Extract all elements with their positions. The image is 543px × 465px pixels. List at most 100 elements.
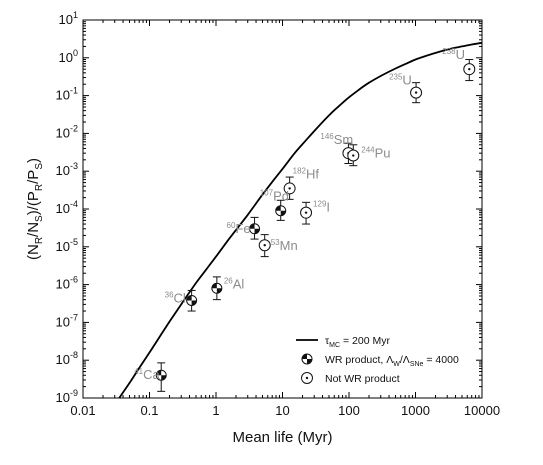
isotope-label-107pd: 107Pd (260, 189, 289, 204)
isotope-symbol: I (326, 200, 330, 215)
legend-label-curve: τMC = 200 Myr (325, 335, 390, 349)
y-tick-label: 10-8 (56, 350, 78, 367)
x-tick-label: 0.1 (140, 403, 158, 418)
isotope-mass-number: 129 (313, 200, 327, 209)
y-tick-exponent: -8 (70, 350, 78, 360)
data-point-238u-dot (468, 67, 471, 71)
y-tick-label: 10-5 (56, 237, 78, 254)
y-tick-exponent: -4 (70, 199, 78, 209)
y-axis-title-part: )/(P (25, 191, 42, 215)
isotope-label-182hf: 182Hf (293, 166, 320, 181)
isotope-label-238u: 238U (442, 47, 465, 62)
y-tick-base: 10 (56, 352, 70, 367)
legend: τMC = 200 Myr WR product, ΛW/ΛSNe = 4000 N… (296, 335, 459, 385)
y-axis-title-part: (N (25, 244, 42, 260)
x-tick-label: 1000 (401, 403, 430, 418)
y-tick-exponent: -2 (70, 123, 78, 133)
y-tick-label: 10-4 (56, 199, 78, 216)
data-point-244pu-dot (352, 154, 355, 157)
model-curve-line (118, 41, 483, 399)
legend-tau: τ (325, 335, 330, 347)
isotope-mass-number: 238 (442, 47, 456, 56)
legend-label-notwr: Not WR product (325, 373, 400, 385)
data-point-36cl-fill-b (191, 300, 197, 306)
y-tick-label: 10-1 (56, 86, 78, 103)
legend-wr-marker-fill-b (307, 359, 312, 364)
data-point-107pd-fill-b (280, 210, 286, 216)
y-tick-label: 101 (59, 10, 78, 27)
isotope-symbol: Al (233, 276, 245, 291)
x-tick-label: 1 (212, 403, 219, 418)
isotope-symbol: Mn (280, 238, 298, 253)
data-point-60fe-fill-a (249, 223, 255, 229)
y-tick-label: 100 (59, 48, 78, 65)
legend-curve-rest: = 200 Myr (340, 335, 390, 347)
y-tick-exponent: -5 (70, 237, 78, 247)
y-axis-title-subscript: R (34, 237, 45, 244)
data-point-36cl-fill-a (186, 295, 192, 301)
y-axis-title-subscript: S (34, 163, 45, 170)
model-curve-layer (118, 41, 483, 399)
y-axis-title-part: /N (25, 222, 42, 237)
isotope-symbol: Hf (306, 166, 319, 181)
y-tick-base: 10 (59, 50, 73, 65)
isotope-mass-number: 244 (361, 146, 375, 155)
x-axis-title: Mean life (Myr) (232, 429, 332, 446)
y-tick-base: 10 (56, 239, 70, 254)
y-axis-title: (NR/NS)/(PR/PS) (25, 158, 45, 260)
y-tick-base: 10 (56, 163, 70, 178)
isotope-mass-number: 107 (260, 189, 274, 198)
y-tick-label: 10-6 (56, 275, 78, 292)
isotope-label-244pu: 244Pu (361, 146, 390, 161)
legend-wr-sub1: W (393, 361, 400, 368)
isotope-label-36cl: 36Cl (165, 290, 186, 305)
legend-wr-sub2: SNe (410, 361, 424, 368)
y-tick-exponent: -7 (70, 312, 78, 322)
isotope-mass-number: 182 (293, 166, 307, 175)
isotope-mass-number: 36 (165, 290, 174, 299)
x-tick-label: 100 (338, 403, 360, 418)
isotope-mass-number: 146 (320, 132, 334, 141)
isotope-symbol: Cl (174, 290, 186, 305)
isotope-label-146sm: 146Sm (320, 132, 353, 147)
legend-notwr-marker-dot (305, 376, 309, 380)
data-point-41ca-fill-a (156, 370, 162, 376)
isotope-symbol: U (456, 47, 465, 62)
y-tick-base: 10 (56, 201, 70, 216)
y-tick-exponent: -3 (70, 161, 78, 171)
y-tick-label: 10-3 (56, 161, 78, 178)
data-point-235u-dot (414, 91, 418, 94)
y-tick-base: 10 (56, 390, 70, 405)
data-point-107pd-fill-a (275, 205, 281, 211)
y-tick-exponent: 1 (73, 10, 78, 20)
y-axis-title-part: ) (25, 158, 42, 163)
data-point-182hf-dot (288, 187, 291, 190)
y-tick-base: 10 (56, 125, 70, 140)
legend-wr-text: WR product, Λ (325, 354, 393, 366)
data-point-41ca-fill-b (161, 375, 167, 381)
isotope-label-26al: 26Al (224, 276, 245, 291)
isotope-mass-number: 53 (271, 238, 280, 247)
legend-wr-mid: /Λ (400, 354, 410, 366)
isotope-label-41ca: 41Ca (134, 367, 160, 382)
x-tick-label: 10000 (464, 403, 500, 418)
isotope-mass-number: 41 (134, 367, 143, 376)
y-tick-exponent: -6 (70, 275, 78, 285)
legend-tau-subscript: MC (329, 342, 340, 349)
isotope-label-129i: 129I (313, 200, 330, 215)
axis-ticks: 0.01 0.1 1 10 100 1000 1000010-910-810-710-610… (56, 10, 501, 418)
y-tick-label: 10-2 (56, 123, 78, 140)
y-tick-base: 10 (56, 88, 70, 103)
isotope-symbol: Fe (235, 221, 250, 236)
isotope-mass-number: 60 (227, 221, 236, 230)
data-point-26al-fill-b (216, 288, 222, 294)
isotope-label-53mn: 53Mn (271, 238, 298, 253)
isotope-symbol: U (402, 73, 411, 88)
legend-wr-rest: = 4000 (423, 354, 458, 366)
isotope-mass-number: 235 (389, 73, 403, 82)
x-tick-label: 10 (275, 403, 289, 418)
data-points-layer (155, 59, 476, 392)
isotope-labels-layer: 41Ca 36Cl 26Al 60Fe 107Pd 53Mn 129I 182Hf 146Sm 2… (134, 47, 465, 382)
data-point-129i-dot (304, 211, 308, 214)
